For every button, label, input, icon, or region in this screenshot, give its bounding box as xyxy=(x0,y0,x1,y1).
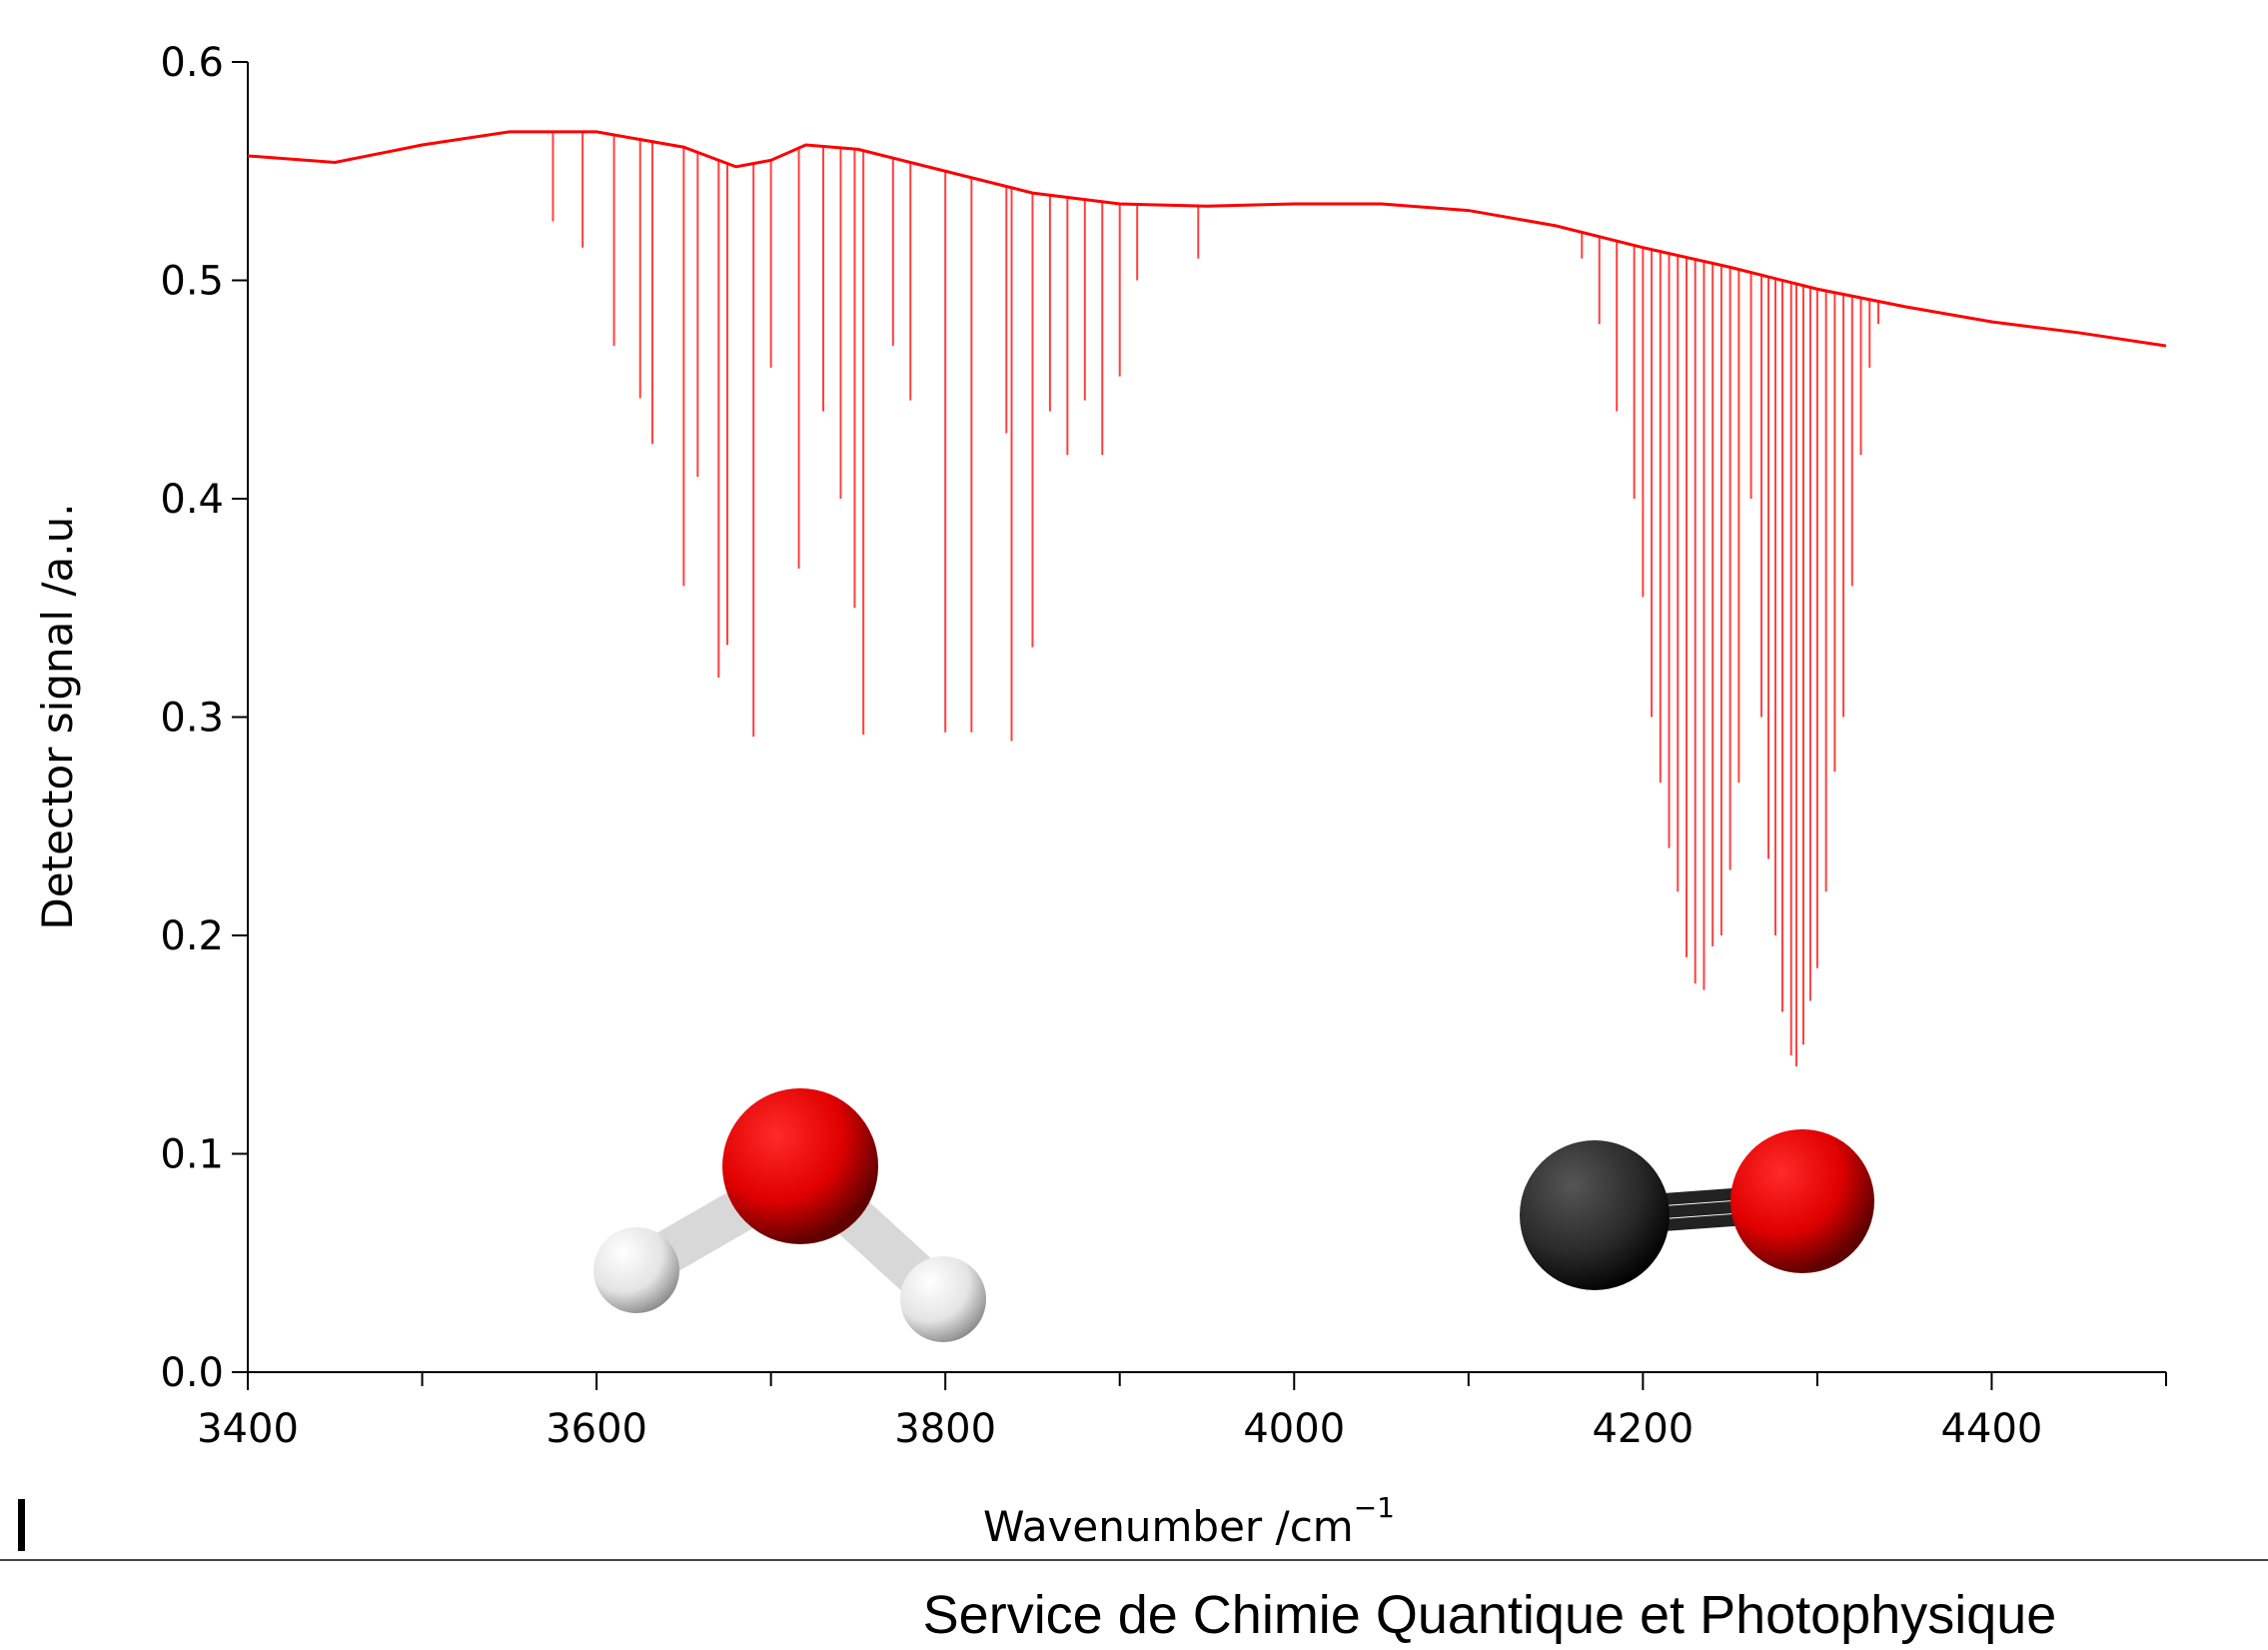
y-tick-label: 0.5 xyxy=(160,259,224,305)
footer: Service de Chimie Quantique et Photophys… xyxy=(923,1585,2057,1645)
x-tick-label: 3600 xyxy=(546,1406,647,1452)
y-tick-label: 0.1 xyxy=(160,1132,224,1178)
x-tick-label: 3400 xyxy=(197,1406,299,1452)
y-tick-label: 0.0 xyxy=(160,1350,224,1396)
x-tick-label: 4400 xyxy=(1941,1406,2043,1452)
y-axis-label: Detector signal /a.u. xyxy=(33,503,82,929)
x-tick-label: 4200 xyxy=(1592,1406,1694,1452)
y-tick-label: 0.4 xyxy=(160,477,224,523)
x-tick-label: 3800 xyxy=(894,1406,996,1452)
x-tick-label: 4000 xyxy=(1243,1406,1345,1452)
x-axis-label-text: Wavenumber /cm xyxy=(983,1502,1354,1551)
y-tick-label: 0.2 xyxy=(160,913,224,959)
x-axis-label-superscript: −1 xyxy=(1354,1491,1395,1524)
co-molecule xyxy=(1520,1129,1874,1290)
x-axis-label: Wavenumber /cm−1 xyxy=(983,1491,1395,1551)
chart: Detector signal /a.u. Wavenumber /cm−1 S… xyxy=(0,0,2268,1650)
edge-mark xyxy=(18,1499,25,1551)
y-tick-label: 0.3 xyxy=(160,696,224,742)
page: Detector signal /a.u. Wavenumber /cm−1 S… xyxy=(0,0,2268,1650)
water-molecule xyxy=(593,1088,986,1342)
y-tick-label: 0.6 xyxy=(160,40,224,86)
